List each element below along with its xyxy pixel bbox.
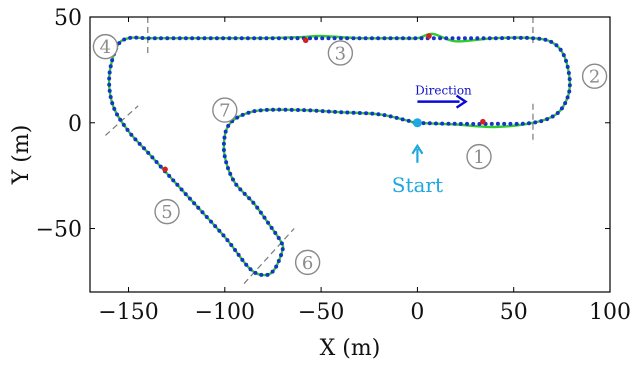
segment-label: 6	[302, 253, 313, 274]
x-axis-title: X (m)	[320, 336, 381, 361]
segment-label-circle	[92, 33, 119, 60]
position-marker	[480, 118, 486, 125]
y-tick-label: 0	[68, 112, 82, 137]
segment-label-circle	[294, 249, 321, 276]
position-marker	[426, 33, 432, 39]
direction-label: Direction	[415, 84, 472, 98]
segment-label-circle	[212, 97, 238, 123]
axis-ticks: −150 −100 −50 0 50 100 −50 0 50	[36, 6, 631, 325]
x-tick-label: 100	[589, 300, 631, 325]
segment-label: 4	[100, 37, 111, 58]
segment-label-circle	[327, 40, 354, 66]
plot-frame	[89, 16, 611, 293]
x-tick-label: 0	[410, 300, 424, 325]
y-axis-title: Y (m)	[9, 125, 34, 186]
x-tick-label: 50	[500, 300, 528, 325]
segment-label: 2	[589, 67, 600, 88]
position-marker	[302, 37, 309, 44]
segment-label-circle	[154, 198, 180, 225]
x-tick-label: −50	[298, 300, 344, 325]
segment-label-circle	[466, 143, 492, 170]
segment-label: 5	[161, 202, 172, 223]
y-tick-label: 50	[54, 6, 82, 31]
segment-label: 1	[473, 147, 484, 168]
driven-trajectory-line	[107, 32, 572, 277]
start-point	[412, 118, 422, 128]
reference-trajectory-line	[107, 35, 572, 278]
start-arrow-head	[411, 143, 424, 155]
segment-label: 7	[219, 101, 230, 122]
y-tick-label: −50	[36, 218, 82, 243]
segment-label-circle	[581, 63, 608, 89]
position-marker	[162, 166, 168, 173]
segment-label: 3	[335, 43, 346, 64]
x-tick-label: −150	[98, 300, 158, 325]
segment-divider	[243, 228, 295, 284]
plot-area: Start Direction 1 2 3 4 5 6 7	[92, 17, 608, 284]
x-tick-label: −100	[195, 300, 255, 325]
direction-arrow-head	[455, 94, 468, 109]
start-label: Start	[392, 173, 443, 197]
